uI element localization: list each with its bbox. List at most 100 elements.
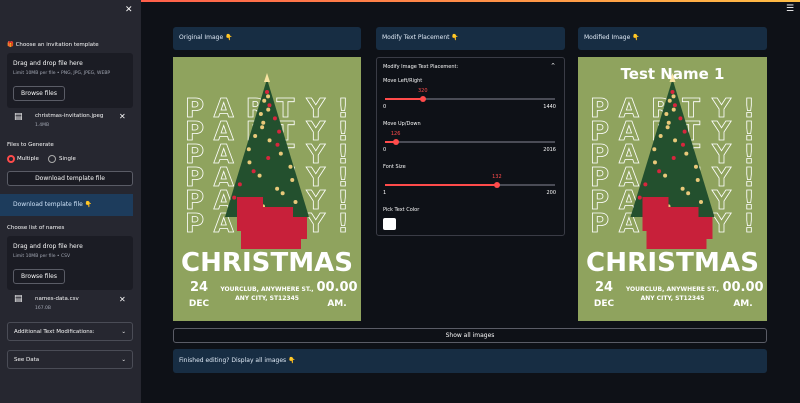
ornament (652, 147, 657, 152)
slider-thumb[interactable] (493, 182, 500, 188)
slider-fill (385, 184, 497, 186)
ornament (266, 156, 271, 160)
collapse[interactable]: ⌃ (550, 62, 556, 70)
slider-label: Font Size (383, 164, 406, 170)
ornament (680, 186, 685, 191)
close-sidebar[interactable]: ✕ (125, 5, 133, 15)
ornament (667, 98, 672, 103)
file-size: 1.4MB (35, 123, 50, 128)
file-icon: ▤ (14, 112, 23, 122)
ornament (278, 151, 283, 156)
slider-label: Move Left/Right (383, 78, 423, 84)
star (264, 73, 270, 82)
ornament (265, 90, 269, 94)
top-bar (0, 0, 800, 2)
remove-file[interactable]: ✕ (119, 295, 126, 304)
slider-thumb[interactable] (419, 96, 426, 102)
file-size: 167.0B (35, 306, 51, 311)
ornament (266, 107, 271, 112)
radio[interactable] (48, 155, 56, 163)
gift (642, 197, 669, 231)
browse-button[interactable]: Browse files (13, 269, 65, 284)
placement-panel: Modify Image Text Placement: ⌃ Move Left… (376, 57, 565, 236)
address: YOURCLUB, ANYWHERE ST., (219, 286, 313, 293)
original-image: PARTY!PARTY!PARTY!PARTY!PARTY!PARTY!CHRI… (173, 57, 361, 321)
panel-title: Modify Image Text Placement: (383, 64, 459, 70)
expander-label: See Data (14, 357, 40, 363)
ornament (693, 164, 698, 169)
color-picker[interactable] (383, 218, 396, 230)
gift (237, 197, 263, 231)
dropzone[interactable]: Drag and drop file here Limit 10MB per f… (7, 53, 133, 108)
ornament (680, 142, 685, 147)
radio-label: Single (59, 156, 76, 162)
ornament (666, 120, 671, 125)
file-icon: ▤ (14, 294, 23, 304)
slider-thumb[interactable] (392, 139, 399, 145)
ornament (665, 125, 670, 130)
ornament (657, 169, 662, 174)
ornament (267, 103, 272, 108)
time: 00.00 (316, 280, 357, 295)
tree (225, 79, 309, 217)
slider-fill (385, 141, 396, 143)
ornament (247, 160, 252, 165)
address: YOURCLUB, ANYWHERE ST., (625, 286, 719, 293)
gift (646, 227, 707, 249)
download-button[interactable]: Download template file (7, 171, 133, 186)
color-label: Pick Text Color (383, 207, 420, 213)
radio-label: Multiple (17, 156, 39, 162)
ornament (695, 178, 700, 182)
ornament (652, 160, 657, 165)
gift (241, 227, 301, 249)
ornament (266, 94, 271, 99)
ornament (637, 195, 642, 200)
slider-value: 320 (417, 88, 428, 94)
ornament (686, 191, 691, 196)
slider-max: 1440 (543, 104, 556, 110)
label: Choose list of names (7, 225, 65, 231)
column-header: Modified Image 👇 (578, 27, 767, 50)
day: 24 (595, 280, 613, 295)
dropzone-limit: Limit 10MB per file • PNG, JPG, JPEG, WE… (13, 71, 111, 76)
column-header: Modify Text Placement 👇 (376, 27, 565, 50)
expander[interactable]: Additional Text Modifications: ⌄ (7, 322, 133, 341)
month: DEC (189, 299, 210, 309)
remove-file[interactable]: ✕ (119, 112, 126, 121)
dropzone[interactable]: Drag and drop file here Limit 10MB per f… (7, 236, 133, 290)
show-all-button[interactable]: Show all images (173, 328, 767, 343)
slider-value: 132 (492, 174, 502, 180)
slider-min: 0 (383, 147, 387, 153)
finished-info: Finished editing? Display all images 👇 (173, 349, 767, 373)
ornament (260, 125, 265, 130)
ornament (262, 98, 267, 103)
ornament (275, 186, 280, 191)
label: 🎁 Choose an invitation template (7, 42, 99, 48)
dropzone-limit: Limit 10MB per file • CSV (13, 254, 71, 259)
address: ANY CITY, ST12345 (641, 295, 705, 302)
dropzone-title: Drag and drop file here (13, 243, 83, 250)
expander[interactable]: See Data ⌄ (7, 350, 133, 369)
ornament (672, 103, 677, 108)
ornament (280, 191, 285, 196)
ornament (251, 169, 256, 174)
menu[interactable]: ☰ (786, 4, 795, 14)
christmas-text: CHRISTMAS (586, 248, 759, 278)
meridiem: AM. (327, 299, 346, 309)
star (669, 73, 676, 82)
slider-value: 126 (390, 131, 401, 137)
ornament (237, 182, 242, 187)
file-name: christmas-invitation.jpeg (35, 113, 104, 119)
ornament (684, 151, 689, 156)
radio[interactable] (7, 155, 15, 163)
month: DEC (594, 299, 615, 309)
day: 24 (190, 280, 208, 295)
ornament (277, 129, 282, 134)
meridiem: AM. (733, 299, 752, 309)
ornament (232, 195, 237, 200)
browse-button[interactable]: Browse files (13, 86, 65, 101)
ornament (678, 116, 683, 121)
ornament (261, 120, 266, 125)
ornament (267, 138, 272, 143)
